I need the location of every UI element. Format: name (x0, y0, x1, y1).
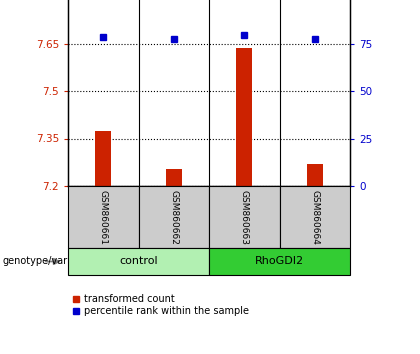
Text: GSM860662: GSM860662 (169, 189, 178, 245)
Bar (236, 48, 252, 186)
Bar (307, 164, 323, 186)
Text: GSM860663: GSM860663 (240, 189, 249, 245)
Text: GSM860664: GSM860664 (310, 189, 319, 245)
Legend: transformed count, percentile rank within the sample: transformed count, percentile rank withi… (73, 294, 249, 316)
Bar (95, 131, 111, 186)
Bar (166, 169, 181, 186)
Text: genotype/variation: genotype/variation (2, 257, 95, 267)
Text: GSM860661: GSM860661 (99, 189, 108, 245)
Text: control: control (119, 257, 158, 267)
Text: RhoGDI2: RhoGDI2 (255, 257, 304, 267)
